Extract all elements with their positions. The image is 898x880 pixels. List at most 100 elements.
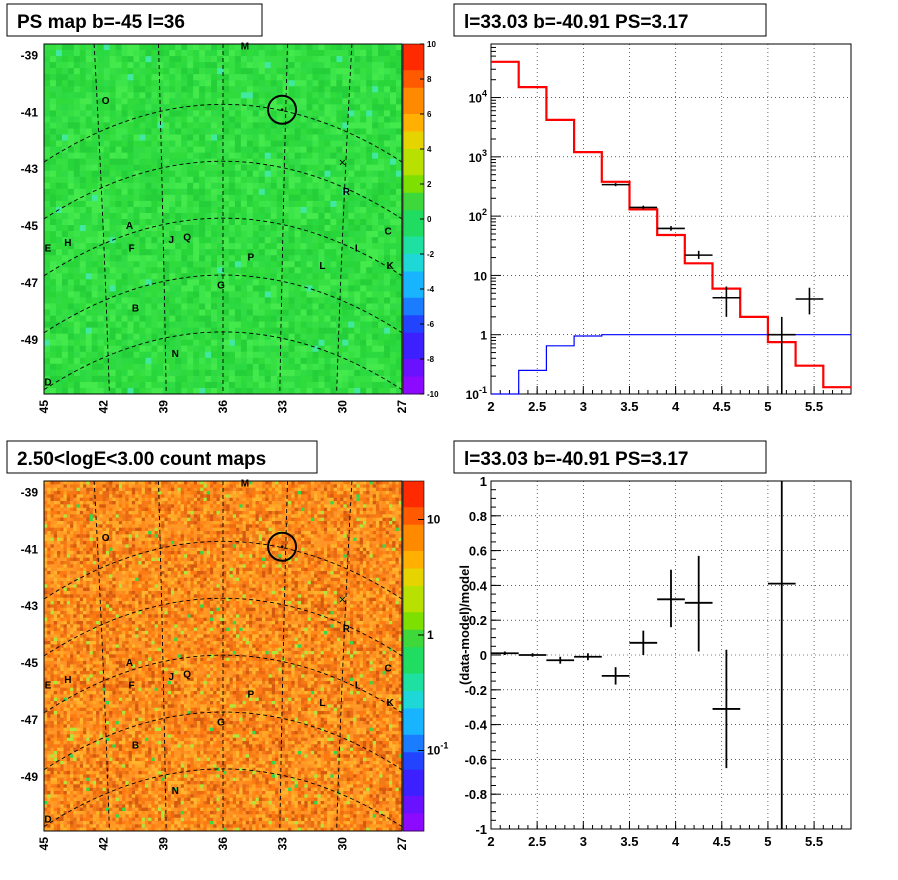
map-pixel [271, 213, 277, 219]
map-pixel [211, 340, 217, 346]
map-pixel [54, 638, 58, 642]
map-pixel [68, 104, 74, 110]
map-pixel [241, 128, 247, 134]
map-pixel [60, 568, 64, 572]
map-pixel [271, 352, 277, 358]
map-pixel [54, 674, 58, 678]
map-pixel [229, 122, 235, 128]
map-pixel [259, 135, 265, 141]
colorbar-cell [403, 280, 424, 289]
map-pixel [47, 541, 51, 545]
map-pixel [205, 116, 211, 122]
map-pixel [199, 291, 205, 297]
map-pixel [199, 116, 205, 122]
map-pixel [211, 128, 217, 134]
map-pixel [193, 255, 199, 261]
map-pixel [70, 544, 74, 548]
map-pixel [70, 498, 74, 502]
map-pixel [64, 758, 68, 762]
map-pixel [68, 388, 74, 394]
map-pixel [64, 541, 68, 545]
map-pixel [318, 116, 324, 122]
x-tick-label: 5.5 [805, 399, 823, 414]
map-pixel [396, 56, 402, 62]
map-pixel [116, 128, 122, 134]
map-pixel [169, 44, 175, 50]
map-pixel [360, 219, 366, 225]
map-pixel [56, 382, 62, 388]
map-pixel [44, 524, 48, 528]
map-pixel [229, 201, 235, 207]
map-pixel [289, 358, 295, 364]
map-pixel [57, 554, 61, 558]
map-pixel [342, 322, 348, 328]
map-pixel [265, 147, 271, 153]
map-pixel [77, 714, 81, 718]
map-pixel [313, 310, 319, 316]
map-pixel [77, 798, 81, 802]
map-pixel [324, 370, 330, 376]
map-pixel [77, 528, 81, 532]
map-pixel [64, 578, 68, 582]
map-pixel [169, 249, 175, 255]
map-pixel [241, 297, 247, 303]
colorbar-cell [403, 272, 424, 281]
map-pixel [283, 171, 289, 177]
map-pixel [134, 382, 140, 388]
map-pixel [384, 110, 390, 116]
map-pixel [73, 744, 77, 748]
map-pixel [92, 159, 98, 165]
map-pixel [44, 671, 48, 675]
map-pixel [122, 261, 128, 267]
map-pixel [104, 44, 110, 50]
map-pixel [68, 98, 74, 104]
map-pixel [145, 183, 151, 189]
map-pixel [86, 273, 92, 279]
map-pixel [57, 621, 61, 625]
map-pixel [56, 50, 62, 56]
x-tick-label: 3 [580, 399, 587, 414]
map-pixel [60, 768, 64, 772]
map-pixel [217, 255, 223, 261]
map-pixel [277, 159, 283, 165]
map-pixel [271, 50, 277, 56]
map-pixel [70, 621, 74, 625]
map-pixel [73, 698, 77, 702]
map-pixel [205, 153, 211, 159]
map-pixel [283, 56, 289, 62]
map-pixel [98, 62, 104, 68]
map-pixel [360, 159, 366, 165]
map-pixel [169, 56, 175, 62]
map-pixel [47, 794, 51, 798]
map-pixel [67, 494, 71, 498]
region-label-n: N [172, 349, 179, 360]
map-pixel [342, 201, 348, 207]
map-pixel [47, 534, 51, 538]
map-pixel [57, 634, 61, 638]
map-pixel [253, 50, 259, 56]
map-pixel [64, 564, 68, 568]
map-pixel [47, 658, 51, 662]
map-pixel [384, 201, 390, 207]
map-pixel [57, 774, 61, 778]
map-pixel [217, 219, 223, 225]
map-pixel [253, 98, 259, 104]
map-pixel [64, 694, 68, 698]
map-pixel [241, 141, 247, 147]
map-pixel [229, 370, 235, 376]
map-pixel [77, 781, 81, 785]
map-pixel [47, 804, 51, 808]
map-pixel [56, 316, 62, 322]
map-pixel [70, 704, 74, 708]
map-pixel [67, 734, 71, 738]
map-pixel [384, 74, 390, 80]
map-pixel [44, 628, 48, 632]
map-pixel [169, 177, 175, 183]
map-pixel [205, 303, 211, 309]
map-pixel [157, 388, 163, 394]
map-pixel [47, 708, 51, 712]
map-pixel [47, 798, 51, 802]
map-pixel [295, 122, 301, 128]
map-pixel [223, 68, 229, 74]
map-pixel [73, 678, 77, 682]
